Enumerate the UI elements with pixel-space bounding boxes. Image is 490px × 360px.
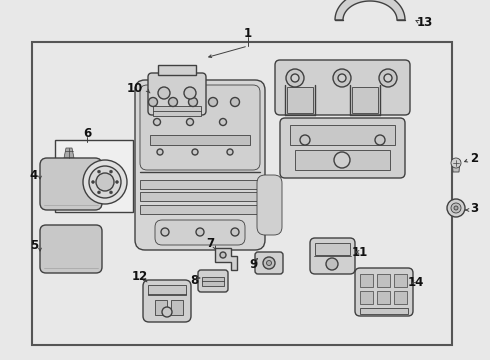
Circle shape <box>148 98 157 107</box>
Bar <box>360 291 373 304</box>
Text: 1: 1 <box>244 27 252 40</box>
Bar <box>171 300 183 315</box>
Bar <box>140 180 260 189</box>
Circle shape <box>220 118 226 126</box>
Text: 4: 4 <box>30 168 38 181</box>
FancyBboxPatch shape <box>40 225 102 273</box>
Text: 14: 14 <box>408 275 424 288</box>
Polygon shape <box>64 148 74 158</box>
Bar <box>360 308 408 314</box>
Circle shape <box>158 87 170 99</box>
Circle shape <box>209 98 218 107</box>
Circle shape <box>184 87 196 99</box>
Bar <box>158 65 196 75</box>
FancyBboxPatch shape <box>355 268 413 316</box>
Polygon shape <box>452 160 460 172</box>
Bar <box>155 300 167 315</box>
Circle shape <box>89 166 121 198</box>
Text: 10: 10 <box>127 81 143 95</box>
Circle shape <box>153 118 161 126</box>
Bar <box>352 87 378 113</box>
Circle shape <box>189 98 197 107</box>
Bar <box>202 277 224 286</box>
Circle shape <box>169 98 177 107</box>
Circle shape <box>230 98 240 107</box>
Text: 12: 12 <box>132 270 148 284</box>
Text: 2: 2 <box>470 152 478 165</box>
Bar <box>394 274 407 287</box>
Circle shape <box>454 206 458 210</box>
Circle shape <box>326 258 338 270</box>
Circle shape <box>300 135 310 145</box>
Text: 11: 11 <box>352 246 368 258</box>
Circle shape <box>187 118 194 126</box>
Circle shape <box>334 152 350 168</box>
Bar <box>360 274 373 287</box>
Circle shape <box>157 149 163 155</box>
Circle shape <box>96 173 114 191</box>
FancyBboxPatch shape <box>257 175 282 235</box>
FancyBboxPatch shape <box>155 220 245 245</box>
FancyBboxPatch shape <box>255 252 283 274</box>
Bar <box>140 192 260 201</box>
Bar <box>150 135 250 145</box>
Circle shape <box>220 252 226 258</box>
Circle shape <box>451 203 461 213</box>
Circle shape <box>267 261 271 266</box>
Circle shape <box>263 257 275 269</box>
Bar <box>290 125 395 145</box>
Bar <box>287 87 313 113</box>
Circle shape <box>338 74 346 82</box>
FancyBboxPatch shape <box>310 238 355 274</box>
FancyBboxPatch shape <box>40 158 102 210</box>
FancyBboxPatch shape <box>135 80 265 250</box>
Circle shape <box>231 228 239 236</box>
Polygon shape <box>335 0 405 20</box>
FancyBboxPatch shape <box>280 118 405 178</box>
Circle shape <box>196 228 204 236</box>
Circle shape <box>161 228 169 236</box>
Text: 8: 8 <box>190 274 198 287</box>
Bar <box>55 140 133 212</box>
Bar <box>377 291 390 304</box>
Circle shape <box>109 170 113 173</box>
Bar <box>315 243 350 255</box>
Text: 7: 7 <box>206 237 214 249</box>
Text: 3: 3 <box>470 202 478 215</box>
Circle shape <box>286 69 304 87</box>
Circle shape <box>451 158 461 168</box>
Circle shape <box>375 135 385 145</box>
FancyBboxPatch shape <box>148 73 206 115</box>
Circle shape <box>447 199 465 217</box>
Circle shape <box>109 191 113 194</box>
Circle shape <box>116 180 119 184</box>
Text: 6: 6 <box>83 126 91 140</box>
Circle shape <box>333 69 351 87</box>
Circle shape <box>384 74 392 82</box>
Bar <box>32 42 452 345</box>
Circle shape <box>379 69 397 87</box>
Circle shape <box>291 74 299 82</box>
Circle shape <box>162 307 172 317</box>
Bar <box>377 274 390 287</box>
FancyBboxPatch shape <box>143 280 191 322</box>
Bar <box>140 205 260 214</box>
Bar <box>148 285 186 295</box>
Text: 9: 9 <box>249 258 257 271</box>
Circle shape <box>192 149 198 155</box>
Bar <box>295 150 390 170</box>
Circle shape <box>98 191 100 194</box>
Polygon shape <box>215 248 237 270</box>
Circle shape <box>83 160 127 204</box>
Bar <box>153 106 201 116</box>
Text: 13: 13 <box>417 15 433 28</box>
FancyBboxPatch shape <box>275 60 410 115</box>
Circle shape <box>98 170 100 173</box>
Text: 5: 5 <box>30 239 38 252</box>
Circle shape <box>227 149 233 155</box>
Circle shape <box>92 180 95 184</box>
FancyBboxPatch shape <box>140 85 260 170</box>
Bar <box>394 291 407 304</box>
FancyBboxPatch shape <box>198 270 228 292</box>
